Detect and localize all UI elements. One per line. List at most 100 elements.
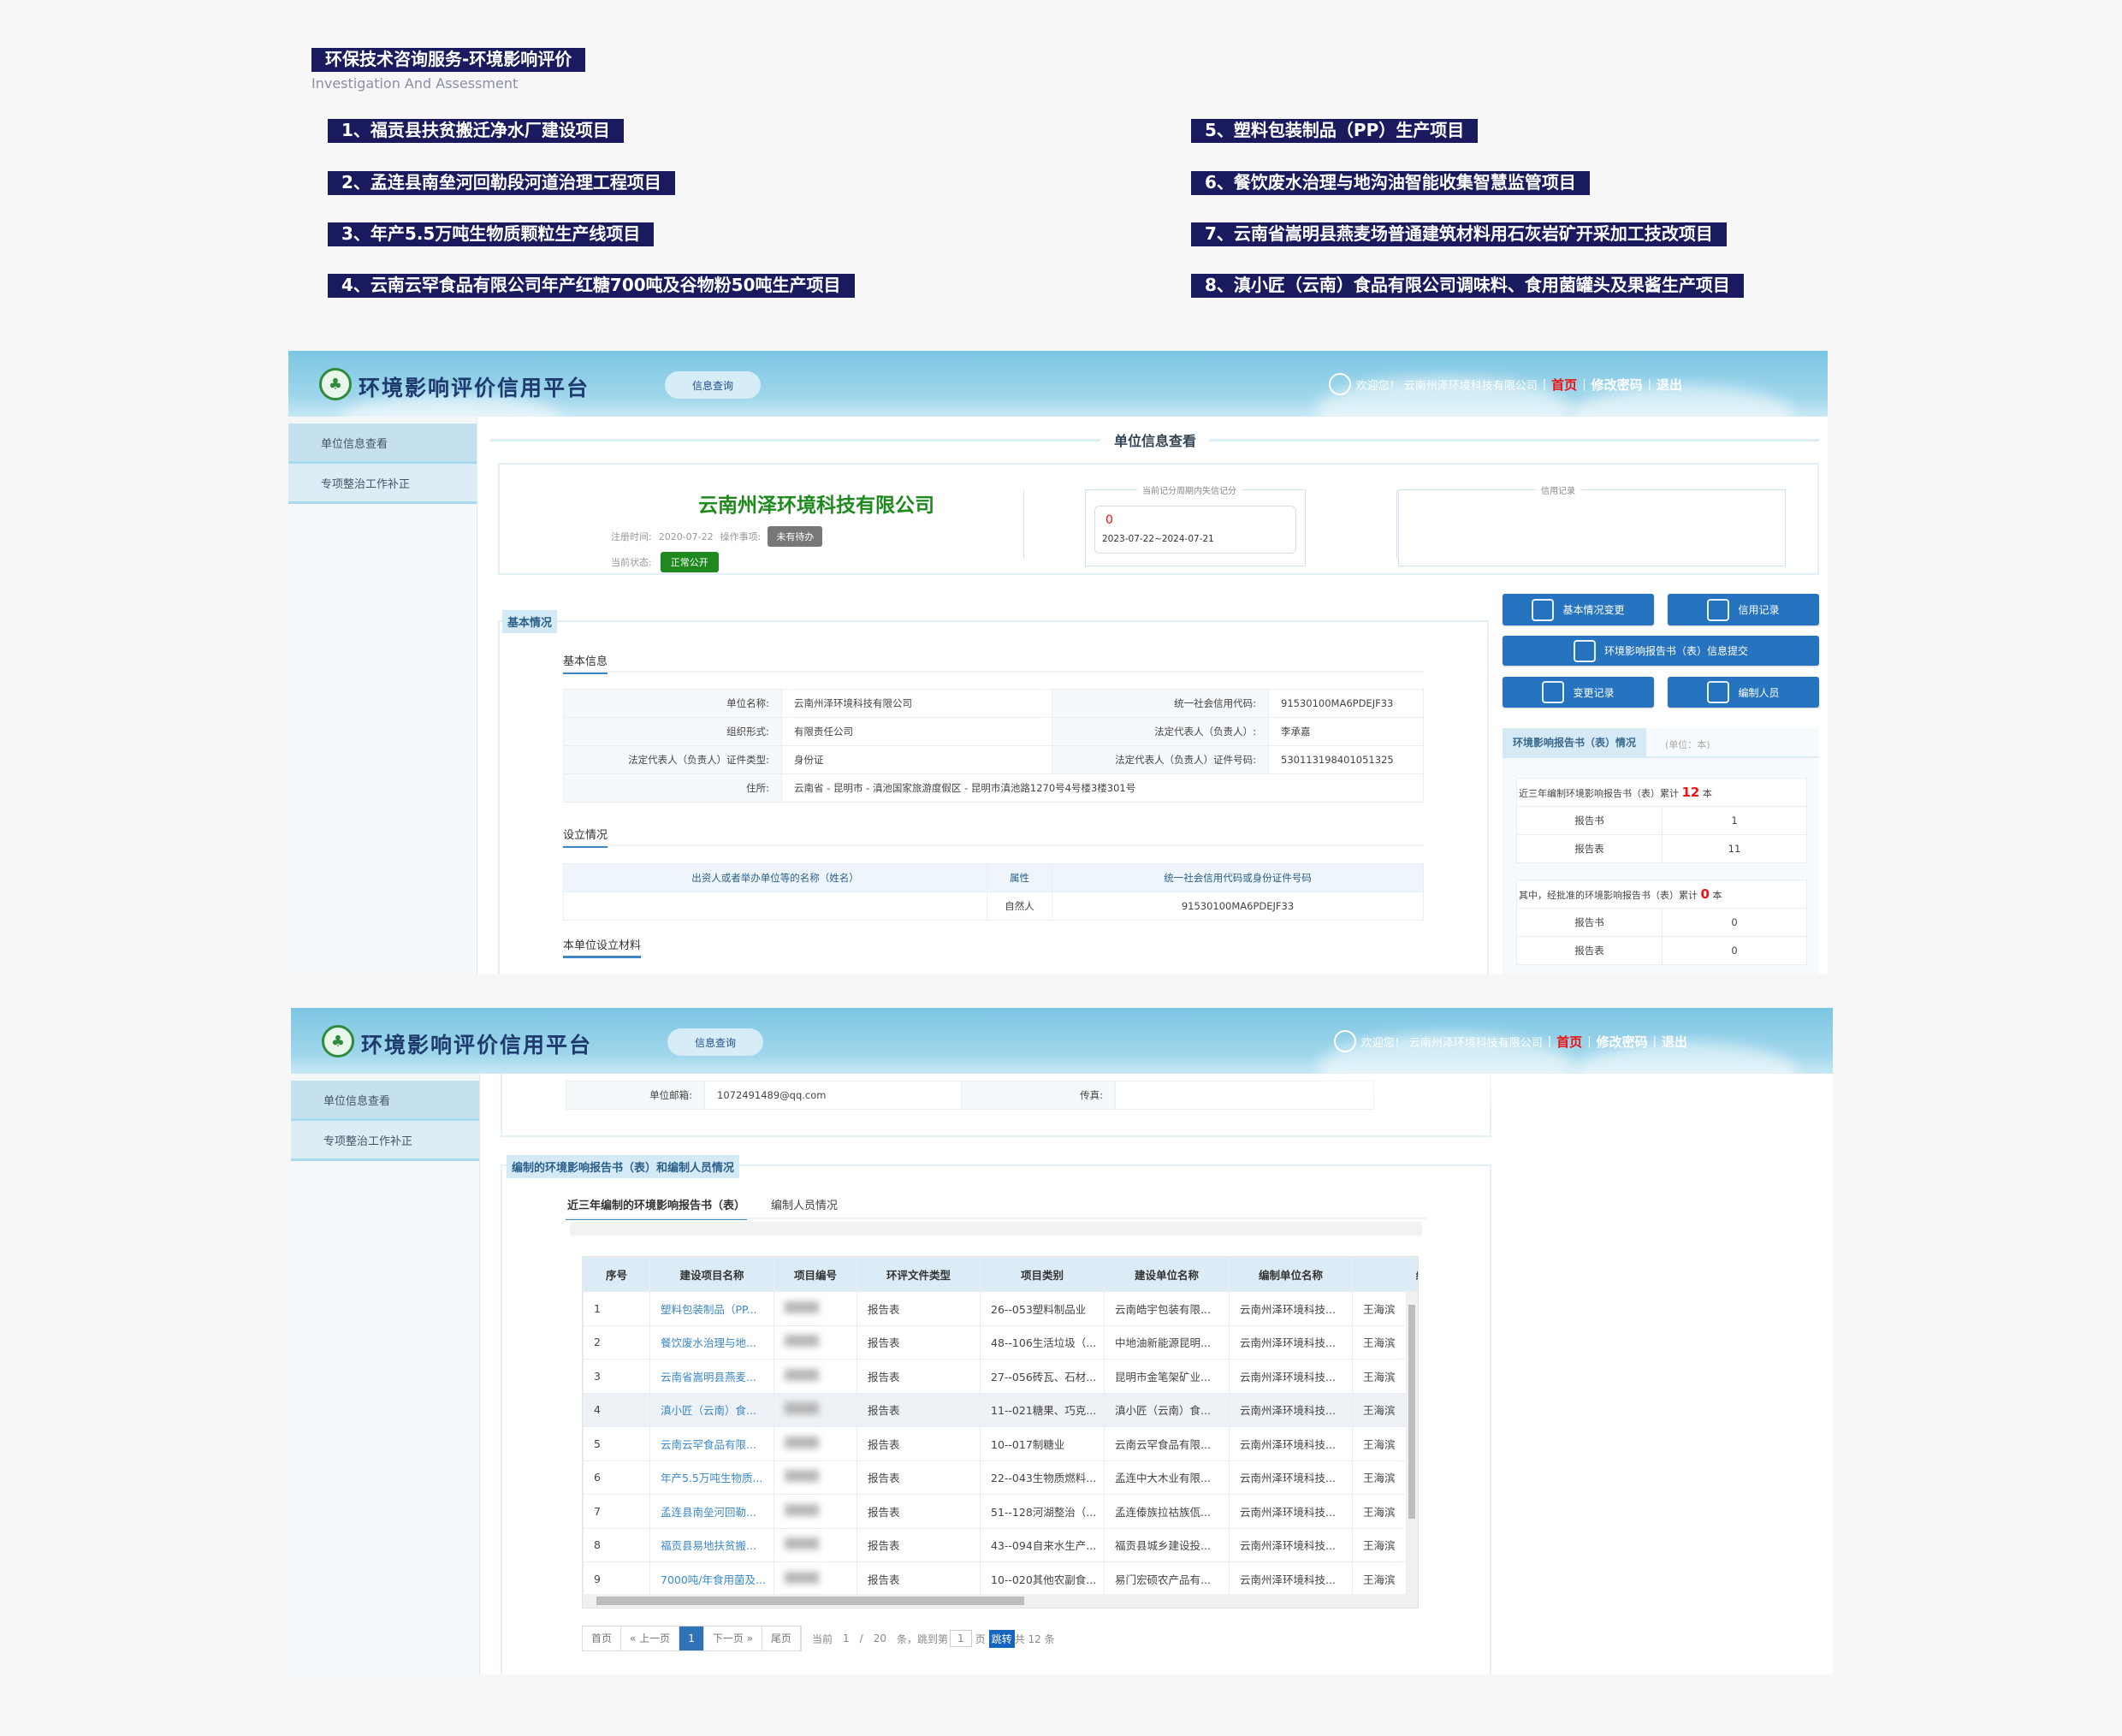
table-row[interactable]: 7 孟连县南垒河回勒... 报告表 51--128河湖整治（... 孟连傣族拉祜族佤..… — [583, 1494, 1418, 1529]
table-row[interactable]: 4 滇小匠（云南）食... 报告表 11--021糖果、巧克... 滇小匠（云南）食..… — [583, 1392, 1418, 1427]
separator: | — [1582, 377, 1586, 391]
home-link[interactable]: 首页 — [1556, 1034, 1583, 1050]
status-label: 当前状态: — [611, 557, 652, 568]
sidebar-item-unit-info[interactable]: 单位信息查看 — [288, 424, 477, 464]
label: 单位邮箱: — [566, 1081, 705, 1110]
project-label: 2、孟连县南垒河回勒段河道治理工程项目 — [328, 171, 675, 195]
project-name-link[interactable]: 7000吨/年食用菌及... — [649, 1561, 774, 1597]
label: 法定代表人（负责人）证件类型: — [563, 745, 782, 774]
project-label: 5、塑料包装制品（PP）生产项目 — [1191, 119, 1479, 143]
project-name-link[interactable]: 孟连县南垒河回勒... — [649, 1494, 774, 1529]
vertical-scrollbar[interactable] — [1406, 1291, 1418, 1594]
credit-record-button[interactable]: 信用记录 — [1668, 594, 1819, 625]
blurred-value — [785, 1436, 819, 1449]
project-number-blurred — [774, 1426, 857, 1461]
approved-count: 0 — [1700, 886, 1710, 902]
screenshot-report-list: 单位邮箱: 1072491489@qq.com 传真: ♣ 环境影响评价信用平台 信… — [291, 1008, 1833, 1674]
page-input[interactable]: 1 — [950, 1630, 972, 1647]
page-1-button[interactable]: 1 — [679, 1626, 704, 1650]
cell: 中地油新能源昆明... — [1104, 1324, 1230, 1360]
logout-link[interactable]: 退出 — [1656, 376, 1682, 393]
jump-button[interactable]: 跳转 — [988, 1629, 1015, 1648]
op-badge[interactable]: 未有待办 — [768, 526, 823, 547]
section-reports: 编制的环境影响报告书（表）和编制人员情况 — [507, 1155, 740, 1178]
change-password-link[interactable]: 修改密码 — [1591, 376, 1643, 393]
table-row[interactable]: 2 餐饮废水治理与地... 报告表 48--106生活垃圾（... 中地油新能源昆明..… — [583, 1324, 1418, 1360]
sidebar-item-unit-info[interactable]: 单位信息查看 — [291, 1081, 479, 1121]
project-name-link[interactable]: 年产5.5万吨生物质... — [649, 1460, 774, 1495]
toolbar — [570, 1222, 1422, 1235]
report-submit-button[interactable]: 环境影响报告书（表）信息提交 — [1503, 636, 1819, 666]
blurred-value — [785, 1470, 819, 1483]
home-link[interactable]: 首页 — [1551, 376, 1578, 393]
table-row: 法定代表人（负责人）证件类型: 身份证 法定代表人（负责人）证件号码: 5301131… — [563, 745, 1424, 774]
value: 身份证 — [781, 745, 1052, 774]
pagination: 首页 « 上一页 1 下一页 » 尾页 当前 1 / 20 条，跳到第 1 页 … — [582, 1626, 1055, 1651]
project-number-blurred — [774, 1527, 857, 1562]
project-label: 8、滇小匠（云南）食品有限公司调味料、食用菌罐头及果酱生产项目 — [1191, 274, 1744, 298]
sidebar-item-rectification[interactable]: 专项整治工作补正 — [291, 1121, 479, 1161]
table-row: 报告书 1 — [1516, 806, 1807, 835]
page-title: 单位信息查看 — [1100, 430, 1211, 450]
next-page-button[interactable]: 下一页 » — [704, 1626, 762, 1650]
info-query-button[interactable]: 信息查询 — [665, 371, 761, 399]
project-name-link[interactable]: 塑料包装制品（PP... — [649, 1291, 774, 1326]
user-icon — [1328, 373, 1351, 395]
cell: 报告表 — [857, 1460, 981, 1495]
project-number-blurred — [774, 1324, 857, 1360]
cell: 云南州泽环境科技... — [1229, 1527, 1353, 1562]
address-value: 云南省 - 昆明市 - 滇池国家旅游度假区 - 昆明市滇池路1270号4号楼3楼… — [781, 773, 1424, 803]
basic-info-table: 单位名称: 云南州泽环境科技有限公司 统一社会信用代码: 91530100MA6PDE… — [563, 689, 1424, 803]
cell: 7 — [583, 1494, 650, 1529]
report-stats-title: 环境影响报告书（表）情况 — [1503, 728, 1647, 758]
change-password-link[interactable]: 修改密码 — [1596, 1034, 1648, 1050]
column-header: 建设项目名称 — [649, 1257, 774, 1292]
column-header: 编制单位名称 — [1229, 1257, 1353, 1292]
email-value: 1072491489@qq.com — [704, 1081, 962, 1110]
report-stats: 环境影响报告书（表）情况 (单位：本) 近三年编制环境影响报告书（表）累计 12… — [1503, 728, 1819, 975]
project-name-link[interactable]: 云南省嵩明县燕麦... — [649, 1359, 774, 1394]
project-label: 3、年产5.5万吨生物质颗粒生产线项目 — [328, 222, 655, 246]
change-record-button[interactable]: 变更记录 — [1503, 677, 1654, 708]
cell: 报告表 — [1516, 834, 1663, 863]
cell: 0 — [1662, 908, 1807, 937]
table-row: 住所: 云南省 - 昆明市 - 滇池国家旅游度假区 - 昆明市滇池路1270号4号… — [563, 773, 1424, 803]
project-name-link[interactable]: 餐饮废水治理与地... — [649, 1324, 774, 1360]
table-row[interactable]: 9 7000吨/年食用菌及... 报告表 10--020其他农副食... 易门宏硕农产品… — [583, 1561, 1418, 1597]
staff-button[interactable]: 编制人员 — [1668, 677, 1819, 708]
tab-staff[interactable]: 编制人员情况 — [771, 1200, 839, 1212]
table-row[interactable]: 6 年产5.5万吨生物质... 报告表 22--043生物质燃料... 孟连中大木业有限… — [583, 1460, 1418, 1495]
cell: 云南州泽环境科技... — [1229, 1426, 1353, 1461]
last-page-button[interactable]: 尾页 — [762, 1626, 802, 1650]
cell: 3 — [583, 1359, 650, 1394]
basic-change-button[interactable]: 基本情况变更 — [1503, 594, 1654, 625]
table-row[interactable]: 3 云南省嵩明县燕麦... 报告表 27--056砖瓦、石材... 昆明市金笔架矿业..… — [583, 1359, 1418, 1394]
project-name-link[interactable]: 滇小匠（云南）食... — [649, 1392, 774, 1427]
report-approved-table: 其中，经批准的环境影响报告书（表）累计 0 本 报告书 0 报告表 0 — [1516, 880, 1807, 965]
cell: 报告表 — [857, 1494, 981, 1529]
cell: 48--106生活垃圾（... — [980, 1324, 1105, 1360]
separator: | — [1542, 377, 1547, 391]
table-row: 报告表 0 — [1516, 936, 1807, 965]
project-name-link[interactable]: 福贡县易地扶贫搬... — [649, 1527, 774, 1562]
table-row[interactable]: 5 云南云罕食品有限... 报告表 10--017制糖业 云南云罕食品有限... 云南州泽… — [583, 1426, 1418, 1461]
sidebar-item-rectification[interactable]: 专项整治工作补正 — [288, 464, 477, 504]
tab-recent-reports[interactable]: 近三年编制的环境影响报告书（表） — [566, 1196, 748, 1220]
cell: 8 — [583, 1527, 650, 1562]
project-name-link[interactable]: 云南云罕食品有限... — [649, 1426, 774, 1461]
info-query-button[interactable]: 信息查询 — [667, 1028, 763, 1056]
cell: 云南州泽环境科技... — [1229, 1324, 1353, 1360]
logo-icon: ♣ — [319, 368, 352, 400]
table-row[interactable]: 8 福贡县易地扶贫搬... 报告表 43--094自来水生产... 福贡县城乡建设投..… — [583, 1527, 1418, 1562]
logout-link[interactable]: 退出 — [1661, 1034, 1687, 1050]
prev-page-button[interactable]: « 上一页 — [621, 1626, 680, 1650]
table-row[interactable]: 1 塑料包装制品（PP... 报告表 26--053塑料制品业 云南皓宇包装有限... 云… — [583, 1291, 1418, 1326]
first-page-button[interactable]: 首页 — [583, 1626, 622, 1650]
welcome-text: 欢迎您！ 云南州泽环境科技有限公司 — [1360, 1036, 1543, 1050]
project-number-blurred — [774, 1392, 857, 1427]
horizontal-scrollbar[interactable] — [583, 1594, 1418, 1608]
value: 91530100MA6PDEJF33 — [1268, 689, 1424, 718]
cell: 云南云罕食品有限... — [1104, 1426, 1230, 1461]
total-count: 12 — [1681, 785, 1700, 800]
project-label: 4、云南云罕食品有限公司年产红糖700吨及谷物粉50吨生产项目 — [328, 274, 855, 298]
